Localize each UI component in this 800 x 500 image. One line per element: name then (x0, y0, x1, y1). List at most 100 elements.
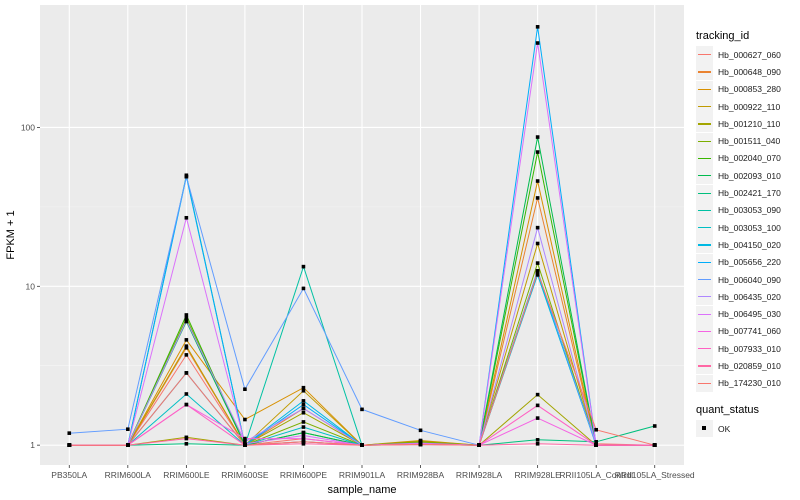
data-point (184, 371, 189, 375)
data-point (301, 388, 306, 393)
legend-item: Hb_001511_040 (696, 132, 796, 150)
x-tick-label: PB350LA (51, 470, 87, 480)
data-point (535, 196, 540, 200)
line-swatch-icon (698, 71, 711, 73)
data-point (184, 402, 189, 407)
data-point (67, 443, 72, 447)
data-point (184, 436, 189, 441)
data-point (535, 241, 540, 246)
legend-item: Hb_006040_090 (696, 271, 796, 288)
x-tick-label: RRIM928LE (514, 470, 561, 480)
data-point (243, 436, 247, 441)
data-point (184, 313, 189, 317)
data-point (535, 135, 540, 139)
point-marker-icon (702, 426, 706, 431)
data-point (184, 392, 189, 396)
legend-key (696, 184, 713, 202)
data-point (535, 225, 540, 230)
legend-key (696, 80, 713, 98)
data-point (301, 430, 306, 435)
data-point (301, 433, 306, 438)
legend-label: Hb_004150_020 (718, 239, 781, 250)
legend-key (696, 167, 713, 185)
data-point (535, 416, 540, 420)
legend-key (696, 374, 713, 392)
data-point (301, 399, 306, 403)
legend-key (696, 98, 713, 116)
line-swatch-icon (698, 382, 711, 384)
legend-label: Hb_000627_060 (718, 49, 781, 60)
data-point (360, 443, 364, 447)
legend-item: Hb_006435_020 (696, 288, 796, 306)
legend-key (696, 340, 713, 358)
data-point (126, 427, 130, 432)
legend-label: Hb_000922_110 (718, 101, 781, 112)
data-point (301, 264, 306, 269)
legend-item: Hb_002040_070 (696, 149, 796, 167)
legend-item: Hb_005656_220 (696, 253, 796, 271)
data-point (535, 273, 540, 277)
data-point (535, 270, 540, 275)
data-point (360, 407, 364, 412)
x-tick-label: RRIM600SE (221, 470, 269, 480)
legend-label: Hb_007741_060 (718, 326, 781, 337)
data-point (243, 387, 247, 392)
legend-label: Hb_005656_220 (718, 257, 781, 268)
legend-item: Hb_006495_030 (696, 305, 796, 323)
legend-key (696, 253, 713, 271)
legend-key (696, 305, 713, 323)
line-swatch-icon (698, 227, 711, 229)
x-axis-label: sample_name (327, 484, 396, 496)
line-swatch-icon (698, 123, 711, 125)
legend-key (696, 219, 713, 237)
y-axis-label: FPKM + 1 (5, 210, 17, 259)
line-swatch-icon (698, 261, 711, 263)
data-point (652, 443, 657, 447)
legend-label: Hb_000853_280 (718, 84, 781, 95)
data-point (594, 443, 598, 447)
data-point (184, 338, 189, 342)
legend-label: Hb_174230_010 (718, 378, 781, 389)
legend-label: Hb_002093_010 (718, 170, 781, 181)
legend-label: Hb_002040_070 (718, 153, 781, 164)
line-swatch-icon (698, 106, 711, 108)
legend-item: Hb_002093_010 (696, 167, 796, 185)
legend-key (696, 201, 713, 219)
data-point (126, 443, 130, 447)
legend-tracking-id: tracking_id Hb_000627_060 Hb_000648_090 Hb… (696, 30, 796, 392)
legend-item: Hb_000648_090 (696, 63, 796, 81)
data-point (418, 428, 423, 433)
legend-key (696, 46, 713, 64)
data-point (67, 431, 72, 435)
x-tick-label: RRIM928BA (397, 470, 445, 480)
legend-label: Hb_007933_010 (718, 343, 781, 354)
legend-label: Hb_020859_010 (718, 360, 781, 371)
data-point (243, 417, 247, 422)
legend-label: Hb_006435_020 (718, 291, 781, 302)
x-tick-label: RRIM600LE (163, 470, 210, 480)
legend-item: Hb_003053_100 (696, 219, 796, 237)
line-swatch-icon (698, 348, 711, 350)
x-tick-label: RRIM928LA (456, 470, 503, 480)
line-swatch-icon (698, 330, 711, 333)
legend-key (696, 357, 713, 375)
data-point (184, 174, 189, 179)
x-tick-label: RRIM901LA (339, 470, 386, 480)
data-point (301, 385, 306, 390)
legend-item: Hb_174230_010 (696, 374, 796, 392)
legend-key (696, 271, 713, 288)
legend-label: Hb_002421_170 (718, 188, 781, 199)
data-point (184, 316, 189, 320)
legend-key (696, 236, 713, 254)
data-point (243, 439, 247, 444)
data-point (301, 406, 306, 411)
legend2-title: quant_status (696, 404, 759, 416)
legend-label: Hb_001511_040 (718, 136, 781, 147)
x-tick-label: RRIM600PE (280, 470, 328, 480)
data-point (652, 424, 657, 428)
data-point (301, 410, 306, 415)
legend-key (696, 63, 713, 81)
data-point (535, 403, 540, 408)
legend-label: Hb_001210_110 (718, 118, 781, 129)
